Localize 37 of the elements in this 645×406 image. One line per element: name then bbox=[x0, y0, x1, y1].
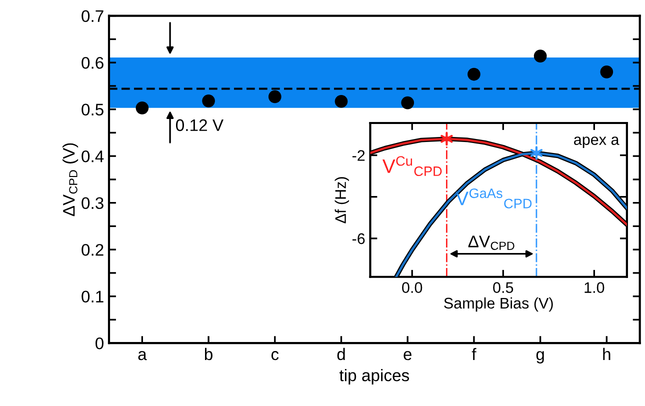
y-tick-label: 0.6 bbox=[82, 56, 104, 69]
annotation: apex a bbox=[574, 136, 620, 148]
x-axis-title: Sample Bias (V) bbox=[444, 297, 553, 312]
x-tick-label: a bbox=[138, 351, 147, 360]
point bbox=[534, 50, 547, 62]
band-label: 0.12 V bbox=[176, 119, 224, 132]
y-tick-label: 0.3 bbox=[82, 197, 104, 210]
y-tick-label: -2 bbox=[352, 150, 365, 161]
y-tick-label: 0.4 bbox=[82, 150, 104, 162]
y-tick-label: 0.5 bbox=[82, 104, 104, 116]
y-axis-title: ΔV$_{CPD}$ (V) bbox=[62, 143, 78, 216]
y-axis-title: Δf (Hz) bbox=[334, 177, 349, 224]
x-tick-label: g bbox=[536, 351, 544, 364]
point bbox=[600, 66, 614, 78]
y-tick-label: 0.2 bbox=[82, 244, 104, 256]
x-tick-label: 0.5 bbox=[493, 282, 514, 293]
point bbox=[202, 94, 215, 108]
x-tick-label: d bbox=[337, 348, 345, 360]
point bbox=[268, 90, 282, 104]
x-tick-label: b bbox=[204, 348, 212, 360]
y-tick-label: 0.1 bbox=[82, 290, 104, 303]
annotation: ΔV$_{CPD}$ bbox=[468, 236, 514, 250]
point bbox=[136, 102, 149, 114]
y-tick-label: 0 bbox=[96, 337, 104, 350]
x-tick-label: 1.0 bbox=[584, 282, 604, 293]
point bbox=[468, 68, 480, 81]
point bbox=[334, 94, 348, 108]
x-tick-label: 0.0 bbox=[402, 282, 422, 293]
y-tick-label: -6 bbox=[352, 233, 365, 244]
x-tick-label: h bbox=[603, 348, 610, 360]
point bbox=[401, 96, 414, 110]
x-axis-title: tip apices bbox=[339, 369, 410, 385]
x-tick-label: e bbox=[404, 351, 412, 360]
x-tick-label: f bbox=[472, 348, 476, 360]
ref-line-label: V$^{Cu}$$_{CPD}$ bbox=[382, 156, 442, 176]
y-tick-label: 0.7 bbox=[82, 10, 104, 22]
x-tick-label: c bbox=[271, 351, 279, 360]
